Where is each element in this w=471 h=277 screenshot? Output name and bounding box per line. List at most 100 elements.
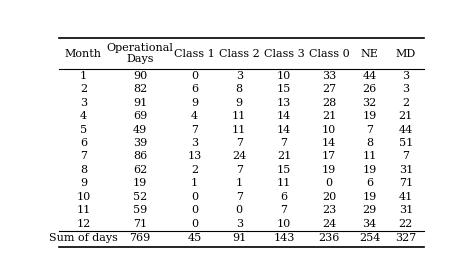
- Text: 9: 9: [191, 98, 198, 108]
- Text: 82: 82: [133, 84, 147, 94]
- Text: 90: 90: [133, 71, 147, 81]
- Text: 41: 41: [398, 192, 413, 202]
- Text: 11: 11: [362, 152, 377, 161]
- Text: 19: 19: [362, 111, 377, 121]
- Text: 9: 9: [236, 98, 243, 108]
- Text: 7: 7: [281, 138, 288, 148]
- Text: 49: 49: [133, 125, 147, 135]
- Text: 24: 24: [322, 219, 336, 229]
- Text: 12: 12: [76, 219, 90, 229]
- Text: 10: 10: [322, 125, 336, 135]
- Text: 8: 8: [80, 165, 87, 175]
- Text: NE: NE: [360, 48, 378, 58]
- Text: 31: 31: [398, 205, 413, 215]
- Text: 31: 31: [398, 165, 413, 175]
- Text: 69: 69: [133, 111, 147, 121]
- Text: 769: 769: [130, 233, 151, 243]
- Text: 15: 15: [277, 84, 291, 94]
- Text: 91: 91: [133, 98, 147, 108]
- Text: 9: 9: [80, 178, 87, 188]
- Text: Class 0: Class 0: [309, 48, 349, 58]
- Text: 3: 3: [236, 71, 243, 81]
- Text: 7: 7: [281, 205, 288, 215]
- Text: 2: 2: [402, 98, 409, 108]
- Text: 6: 6: [366, 178, 373, 188]
- Text: 21: 21: [322, 111, 336, 121]
- Text: 1: 1: [191, 178, 198, 188]
- Text: 19: 19: [133, 178, 147, 188]
- Text: MD: MD: [396, 48, 416, 58]
- Text: 44: 44: [398, 125, 413, 135]
- Text: 32: 32: [362, 98, 377, 108]
- Text: 11: 11: [76, 205, 90, 215]
- Text: 8: 8: [236, 84, 243, 94]
- Text: 2: 2: [80, 84, 87, 94]
- Text: 11: 11: [277, 178, 291, 188]
- Text: Sum of days: Sum of days: [49, 233, 118, 243]
- Text: 4: 4: [191, 111, 198, 121]
- Text: 236: 236: [318, 233, 340, 243]
- Text: 6: 6: [281, 192, 288, 202]
- Text: Month: Month: [65, 48, 102, 58]
- Text: 14: 14: [322, 138, 336, 148]
- Text: 10: 10: [277, 71, 291, 81]
- Text: 6: 6: [191, 84, 198, 94]
- Text: 3: 3: [236, 219, 243, 229]
- Text: 0: 0: [191, 71, 198, 81]
- Text: 6: 6: [80, 138, 87, 148]
- Text: 1: 1: [236, 178, 243, 188]
- Text: 15: 15: [277, 165, 291, 175]
- Text: 45: 45: [187, 233, 202, 243]
- Text: 24: 24: [232, 152, 246, 161]
- Text: 26: 26: [362, 84, 377, 94]
- Text: 52: 52: [133, 192, 147, 202]
- Text: Class 1: Class 1: [174, 48, 215, 58]
- Text: 7: 7: [191, 125, 198, 135]
- Text: 23: 23: [322, 205, 336, 215]
- Text: 44: 44: [362, 71, 377, 81]
- Text: 1: 1: [80, 71, 87, 81]
- Text: 10: 10: [76, 192, 90, 202]
- Text: 0: 0: [191, 219, 198, 229]
- Text: 19: 19: [362, 165, 377, 175]
- Text: 143: 143: [273, 233, 295, 243]
- Text: 59: 59: [133, 205, 147, 215]
- Text: 86: 86: [133, 152, 147, 161]
- Text: 7: 7: [236, 192, 243, 202]
- Text: Class 3: Class 3: [264, 48, 304, 58]
- Text: 21: 21: [398, 111, 413, 121]
- Text: 62: 62: [133, 165, 147, 175]
- Text: 5: 5: [80, 125, 87, 135]
- Text: Class 2: Class 2: [219, 48, 260, 58]
- Text: 7: 7: [80, 152, 87, 161]
- Text: 19: 19: [362, 192, 377, 202]
- Text: 0: 0: [325, 178, 333, 188]
- Text: 11: 11: [232, 125, 246, 135]
- Text: 27: 27: [322, 84, 336, 94]
- Text: 28: 28: [322, 98, 336, 108]
- Text: 91: 91: [232, 233, 246, 243]
- Text: 51: 51: [398, 138, 413, 148]
- Text: 327: 327: [395, 233, 416, 243]
- Text: 3: 3: [402, 71, 409, 81]
- Text: 20: 20: [322, 192, 336, 202]
- Text: 17: 17: [322, 152, 336, 161]
- Text: 7: 7: [236, 165, 243, 175]
- Text: 13: 13: [277, 98, 291, 108]
- Text: 7: 7: [402, 152, 409, 161]
- Text: 29: 29: [362, 205, 377, 215]
- Text: 10: 10: [277, 219, 291, 229]
- Text: 33: 33: [322, 71, 336, 81]
- Text: 0: 0: [236, 205, 243, 215]
- Text: Operational
Days: Operational Days: [106, 43, 173, 64]
- Text: 39: 39: [133, 138, 147, 148]
- Text: 3: 3: [80, 98, 87, 108]
- Text: 14: 14: [277, 125, 291, 135]
- Text: 13: 13: [187, 152, 202, 161]
- Text: 22: 22: [398, 219, 413, 229]
- Text: 3: 3: [191, 138, 198, 148]
- Text: 34: 34: [362, 219, 377, 229]
- Text: 71: 71: [398, 178, 413, 188]
- Text: 3: 3: [402, 84, 409, 94]
- Text: 254: 254: [359, 233, 380, 243]
